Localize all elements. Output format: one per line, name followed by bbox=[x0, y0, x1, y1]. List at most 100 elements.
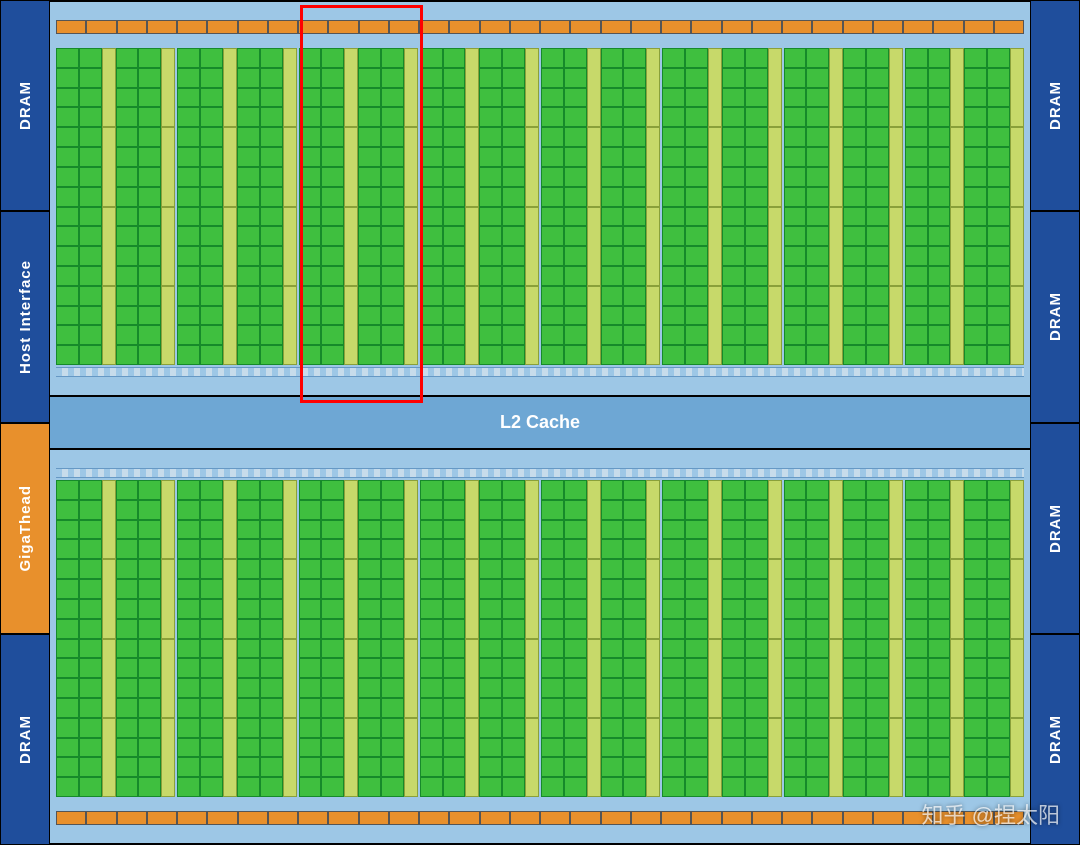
cuda-core bbox=[964, 539, 987, 559]
sfu-unit bbox=[525, 559, 539, 638]
sfu-unit bbox=[161, 559, 175, 638]
sfu-unit bbox=[223, 207, 237, 286]
cuda-core bbox=[601, 68, 624, 88]
sfu-unit bbox=[344, 480, 358, 559]
cuda-core bbox=[443, 777, 466, 797]
cuda-core bbox=[479, 678, 502, 698]
cuda-core bbox=[138, 325, 161, 345]
sfu-unit bbox=[708, 639, 722, 718]
cuda-core bbox=[843, 718, 866, 738]
sm-block bbox=[299, 480, 418, 797]
cuda-core bbox=[685, 88, 708, 108]
sfu-unit bbox=[950, 480, 964, 559]
cuda-core bbox=[381, 345, 404, 365]
cuda-core bbox=[685, 480, 708, 500]
cuda-core bbox=[237, 286, 260, 306]
cuda-core bbox=[443, 48, 466, 68]
sfu-unit bbox=[587, 559, 601, 638]
cuda-core bbox=[299, 777, 322, 797]
gigathread-block: GigaThead bbox=[0, 423, 50, 634]
cuda-core bbox=[79, 187, 102, 207]
cuda-core bbox=[722, 207, 745, 227]
cuda-core bbox=[806, 207, 829, 227]
cuda-core bbox=[299, 599, 322, 619]
cuda-core bbox=[200, 325, 223, 345]
sm-block bbox=[420, 48, 539, 365]
raster-cell bbox=[631, 20, 661, 34]
cuda-core bbox=[905, 88, 928, 108]
cuda-core bbox=[321, 619, 344, 639]
sfu-unit bbox=[465, 480, 479, 559]
cuda-core bbox=[358, 167, 381, 187]
cuda-core bbox=[358, 187, 381, 207]
cuda-core bbox=[299, 147, 322, 167]
cuda-core bbox=[843, 539, 866, 559]
cuda-core bbox=[237, 48, 260, 68]
sfu-column bbox=[161, 48, 175, 365]
cuda-core bbox=[745, 147, 768, 167]
cuda-core bbox=[299, 579, 322, 599]
cuda-core bbox=[443, 226, 466, 246]
cuda-core bbox=[662, 599, 685, 619]
cuda-core bbox=[321, 48, 344, 68]
sfu-unit bbox=[646, 127, 660, 206]
cuda-core bbox=[79, 579, 102, 599]
cuda-core bbox=[358, 48, 381, 68]
raster-cell bbox=[570, 20, 600, 34]
cuda-core bbox=[260, 167, 283, 187]
sfu-unit bbox=[646, 286, 660, 365]
cuda-core bbox=[116, 619, 139, 639]
sm-block bbox=[662, 48, 781, 365]
cuda-core bbox=[177, 539, 200, 559]
cuda-core bbox=[722, 559, 745, 579]
cuda-core bbox=[177, 127, 200, 147]
cuda-core bbox=[138, 639, 161, 659]
cuda-core bbox=[116, 658, 139, 678]
dram-tr2-block: DRAM bbox=[1030, 211, 1080, 422]
cuda-core bbox=[200, 718, 223, 738]
cuda-core bbox=[541, 226, 564, 246]
cuda-core-column bbox=[200, 48, 223, 365]
sm-block bbox=[905, 48, 1024, 365]
cuda-core bbox=[200, 127, 223, 147]
cuda-core bbox=[905, 266, 928, 286]
cuda-core bbox=[56, 559, 79, 579]
cuda-core bbox=[479, 579, 502, 599]
cuda-core bbox=[260, 187, 283, 207]
cuda-core bbox=[784, 68, 807, 88]
cuda-core bbox=[138, 500, 161, 520]
cuda-core bbox=[443, 639, 466, 659]
cuda-core bbox=[420, 266, 443, 286]
cuda-core bbox=[806, 777, 829, 797]
cuda-core bbox=[964, 500, 987, 520]
sfu-unit bbox=[950, 127, 964, 206]
cuda-core bbox=[200, 639, 223, 659]
cuda-core bbox=[237, 266, 260, 286]
sfu-unit bbox=[223, 127, 237, 206]
cuda-core bbox=[321, 738, 344, 758]
cuda-core bbox=[541, 127, 564, 147]
cuda-core bbox=[299, 226, 322, 246]
sm-block bbox=[56, 48, 175, 365]
cuda-core bbox=[79, 480, 102, 500]
sfu-unit bbox=[708, 127, 722, 206]
cuda-core bbox=[56, 246, 79, 266]
cuda-core bbox=[420, 599, 443, 619]
cuda-core-column bbox=[662, 48, 685, 365]
cuda-core bbox=[905, 520, 928, 540]
cuda-core bbox=[479, 127, 502, 147]
cuda-core bbox=[987, 658, 1010, 678]
cuda-core bbox=[662, 167, 685, 187]
cuda-core bbox=[722, 88, 745, 108]
sfu-unit bbox=[283, 286, 297, 365]
cuda-core bbox=[321, 678, 344, 698]
cuda-core bbox=[623, 167, 646, 187]
cuda-core bbox=[964, 147, 987, 167]
cuda-core bbox=[623, 639, 646, 659]
cuda-core bbox=[116, 187, 139, 207]
raster-cell bbox=[631, 811, 661, 825]
cuda-core bbox=[601, 698, 624, 718]
cuda-core-column bbox=[138, 480, 161, 797]
cuda-core bbox=[987, 500, 1010, 520]
cuda-core bbox=[662, 480, 685, 500]
